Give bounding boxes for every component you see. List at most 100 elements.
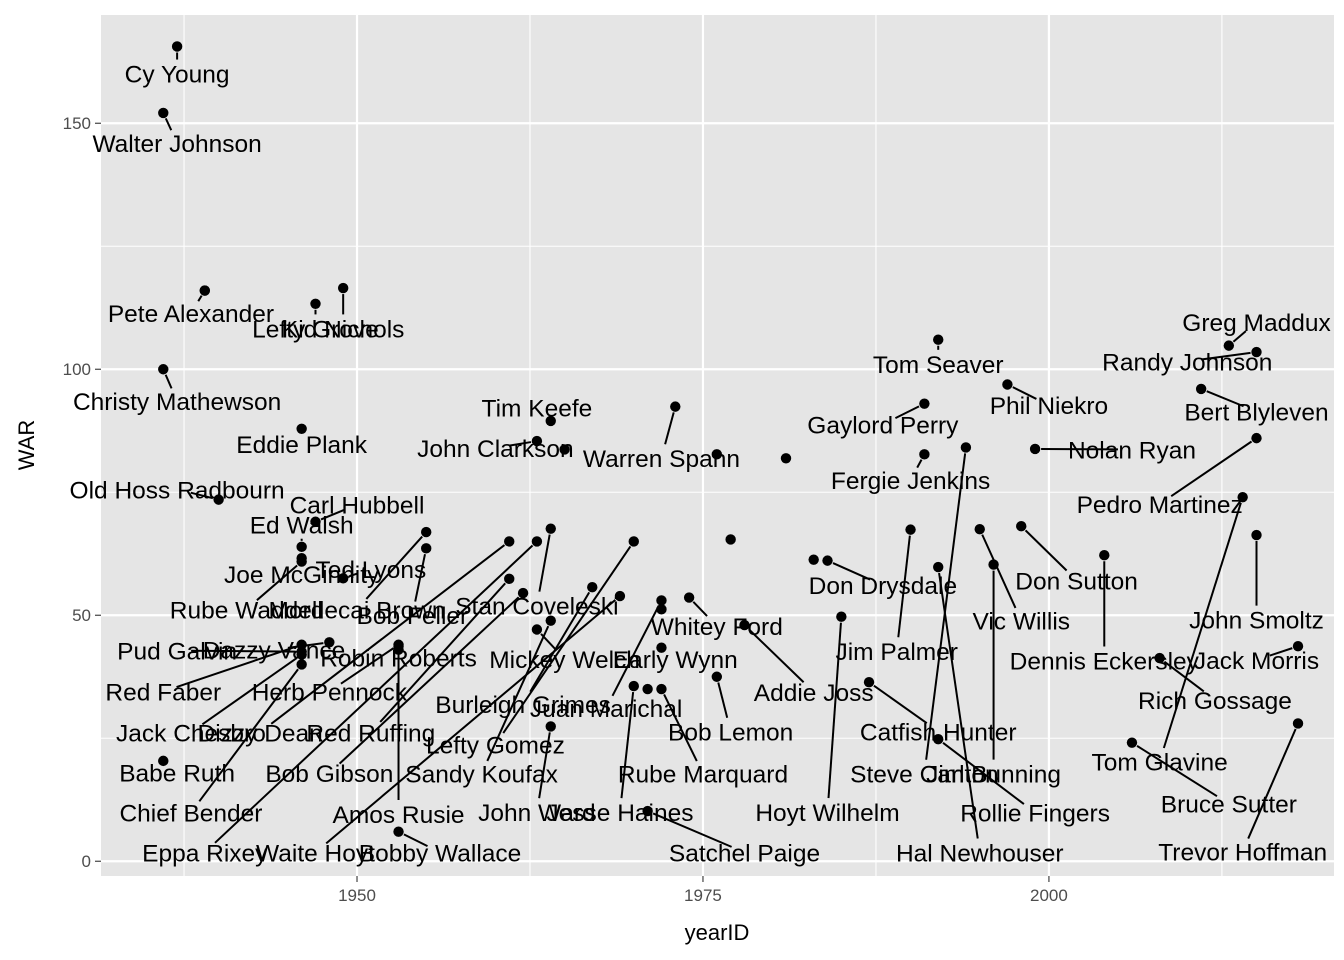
point-label: Catfish Hunter (860, 719, 1017, 746)
data-point (559, 444, 570, 455)
point-label: Bob Feller (357, 603, 469, 630)
data-point (310, 298, 321, 310)
data-point (296, 659, 307, 670)
point-label: Chief Bender (119, 801, 262, 828)
data-point (960, 442, 972, 453)
data-point (656, 642, 667, 653)
data-point (1251, 529, 1262, 541)
data-point (656, 604, 667, 615)
point-label: Mordecai Brown (269, 597, 446, 624)
point-label: Sandy Koufax (405, 762, 558, 789)
label-connector-segment (1232, 330, 1247, 343)
data-point (642, 683, 653, 695)
label-connector-segment (942, 742, 1025, 805)
point-label: Herb Pennock (252, 680, 408, 707)
data-point (1251, 346, 1262, 358)
data-point (1029, 443, 1041, 455)
point-label: Amos Rusie (332, 802, 464, 829)
x-tick-label: 1975 (684, 886, 722, 905)
label-connector-segment (1163, 660, 1205, 693)
data-point (628, 536, 639, 547)
data-point (393, 826, 404, 837)
label-connector-segment (894, 405, 920, 420)
point-label: Jack Chesbro (116, 720, 266, 747)
data-point (1223, 340, 1235, 351)
point-label: Trevor Hoffman (1158, 839, 1327, 866)
data-point (1099, 550, 1110, 561)
data-point (628, 680, 639, 692)
point-label: Whitey Ford (651, 614, 783, 641)
point-label: Jack Morris (1194, 648, 1319, 675)
data-point (642, 805, 653, 817)
label-connector-segment (981, 534, 1017, 609)
point-label: Gaylord Perry (807, 412, 959, 439)
label-connector-segment (916, 459, 923, 469)
data-point (988, 559, 999, 570)
point-label: Pud Galvin (117, 639, 237, 666)
data-point (711, 449, 723, 460)
data-point (711, 671, 723, 682)
point-label: Jesse Haines (546, 800, 693, 827)
data-point (933, 734, 944, 745)
data-point (780, 453, 792, 464)
point-label: Bob Lemon (668, 719, 793, 746)
data-point (933, 334, 944, 345)
label-connector-segment (164, 374, 173, 389)
point-label: Satchel Paige (669, 840, 820, 867)
point-label: Mickey Welch (489, 647, 640, 674)
label-connector-segment (414, 554, 426, 602)
label-connector-segment (1012, 386, 1037, 400)
point-label: Jim Palmer (835, 639, 958, 666)
data-point (836, 611, 847, 622)
label-connector-segment (1247, 728, 1297, 839)
label-connector-segment (873, 684, 928, 725)
data-point (1237, 491, 1248, 503)
data-point (421, 526, 432, 538)
data-point (545, 721, 556, 732)
data-point (158, 364, 169, 375)
data-point (531, 624, 543, 635)
y-tick-label: 150 (63, 114, 91, 133)
data-point (1251, 432, 1262, 444)
label-connector-segment (663, 693, 698, 762)
y-axis: 0 50 100 150 (63, 114, 101, 871)
data-point (504, 536, 515, 547)
label-connector-segment (1024, 529, 1068, 572)
point-label: John Clarkson (417, 436, 574, 463)
data-point (531, 536, 543, 547)
y-tick-label: 100 (63, 360, 91, 379)
label-connector-segment (191, 649, 296, 653)
point-label: Dennis Eckersley (1010, 649, 1200, 676)
data-point (296, 423, 307, 434)
point-label: Hal Newhouser (896, 840, 1064, 867)
minor-gridlines (101, 15, 1334, 876)
label-connector-segments (164, 52, 1297, 848)
point-label: Lefty Gomez (426, 733, 565, 760)
data-point (337, 282, 349, 294)
point-label: Carl Hubbell (290, 493, 425, 520)
data-point (545, 523, 556, 534)
label-connector-segment (403, 833, 428, 848)
label-connector-segment (748, 628, 805, 683)
point-label: Cy Young (125, 62, 230, 89)
label-connector-segment (325, 599, 616, 845)
label-connector-segment (925, 453, 967, 760)
point-label: Red Ruffing (306, 720, 435, 747)
data-point (296, 556, 307, 567)
label-connector-segment (270, 544, 506, 725)
label-connector-segment (1201, 351, 1251, 361)
x-tick-label: 2000 (1030, 886, 1068, 905)
data-point (504, 573, 515, 585)
data-point (683, 592, 695, 603)
label-connector-segment (190, 491, 214, 500)
label-connector-segment (1136, 745, 1218, 798)
label-connector-segment (198, 668, 299, 802)
point-label: Bobby Wallace (359, 840, 522, 867)
y-tick-label: 50 (72, 606, 91, 625)
point-label: Phil Niekro (990, 393, 1108, 420)
point-label: Fergie Jenkins (831, 468, 990, 495)
point-label: Randy Johnson (1102, 349, 1272, 376)
label-connector-segment (214, 544, 534, 844)
plot-panel (101, 15, 1334, 876)
